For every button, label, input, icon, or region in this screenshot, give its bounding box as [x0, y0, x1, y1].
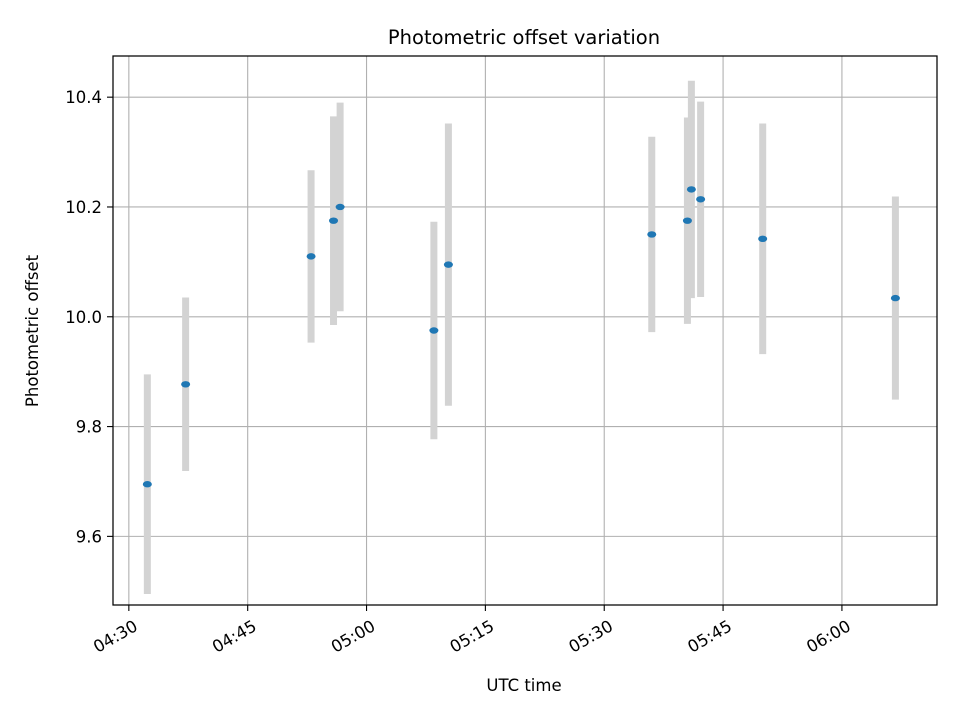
y-axis-label: Photometric offset — [23, 254, 42, 407]
data-point — [647, 231, 657, 238]
data-point — [696, 196, 706, 203]
data-point — [335, 203, 345, 211]
data-point — [329, 217, 339, 224]
data-points — [142, 186, 900, 488]
y-tick-label: 10.0 — [65, 308, 102, 327]
plot-frame — [112, 55, 938, 606]
data-point — [142, 481, 152, 488]
data-point — [443, 261, 453, 268]
y-tick-label: 10.4 — [65, 88, 102, 107]
data-point — [758, 235, 768, 243]
grid — [113, 56, 937, 605]
x-axis-label: UTC time — [486, 676, 561, 695]
data-point — [686, 186, 696, 193]
y-tick-label: 9.8 — [76, 418, 102, 437]
data-point — [429, 327, 439, 334]
data-point — [890, 294, 900, 302]
y-tick-label: 10.2 — [65, 198, 102, 217]
chart-title: Photometric offset variation — [388, 26, 660, 49]
data-point — [306, 253, 316, 260]
y-tick-label: 9.6 — [76, 527, 102, 546]
data-point — [181, 381, 191, 388]
data-point — [682, 217, 692, 224]
